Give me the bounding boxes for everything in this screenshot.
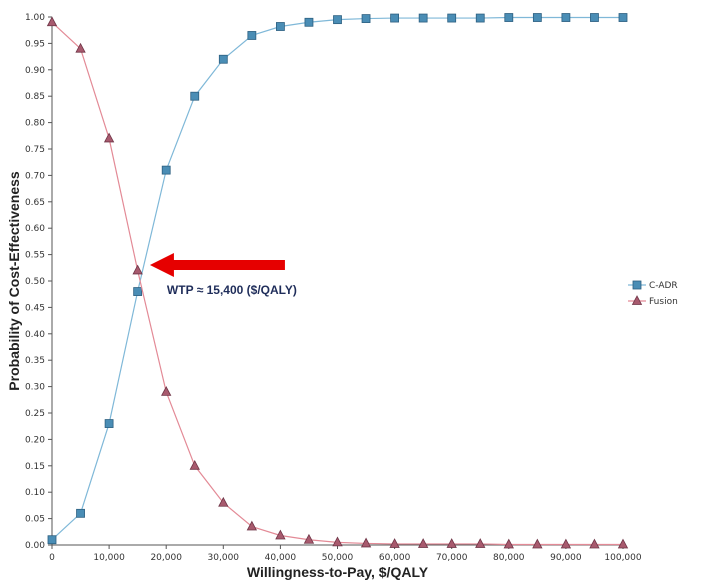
series-layer xyxy=(46,13,629,549)
data-point-c-adr xyxy=(333,15,342,25)
x-tick-label: 100,000 xyxy=(604,553,641,563)
legend: C-ADR Fusion xyxy=(628,280,678,307)
x-axis-ticks: 0 10,000 20,000 30,000 40,000 50,000 60,000 70,… xyxy=(49,545,642,563)
data-point-c-adr xyxy=(504,13,514,22)
legend-label-c-adr: C-ADR xyxy=(649,281,678,291)
data-point-c-adr xyxy=(76,508,85,518)
x-axis-title: Willingness-to-Pay, $/QALY xyxy=(247,564,429,580)
data-point-c-adr xyxy=(104,419,114,428)
y-tick-label: 0.45 xyxy=(25,303,45,313)
data-point-fusion xyxy=(532,538,543,549)
data-point-c-adr xyxy=(47,535,57,545)
data-point-fusion xyxy=(275,529,286,540)
y-tick-label: 0.95 xyxy=(25,39,45,49)
data-point-c-adr xyxy=(361,14,371,23)
data-point-fusion xyxy=(389,538,400,548)
data-point-fusion xyxy=(589,538,600,549)
data-point-fusion xyxy=(503,538,514,549)
y-tick-label: 0.70 xyxy=(25,171,45,181)
y-tick-label: 0.35 xyxy=(25,356,45,366)
wtp-annotation: WTP ≈ 15,400 ($/QALY) xyxy=(149,253,297,297)
data-point-fusion xyxy=(332,536,343,547)
data-point-c-adr xyxy=(418,13,428,23)
data-point-c-adr xyxy=(618,13,628,22)
data-point-c-adr xyxy=(133,287,143,296)
data-point-fusion xyxy=(475,538,486,548)
y-tick-label: 0.20 xyxy=(25,435,45,445)
data-point-fusion xyxy=(132,264,143,275)
annotation-arrow xyxy=(149,253,285,277)
data-point-fusion xyxy=(417,538,429,548)
data-point-fusion xyxy=(617,538,629,549)
y-tick-label: 0.00 xyxy=(25,541,45,551)
series-line-fusion xyxy=(51,21,623,546)
y-tick-label: 0.65 xyxy=(25,198,45,208)
x-tick-label: 60,000 xyxy=(379,553,411,563)
data-point-fusion xyxy=(560,538,572,549)
data-point-c-adr xyxy=(247,31,257,40)
y-tick-label: 0.15 xyxy=(25,462,45,472)
data-point-c-adr xyxy=(532,13,542,22)
x-tick-label: 40,000 xyxy=(265,553,297,563)
y-tick-label: 0.55 xyxy=(25,251,45,261)
data-point-c-adr xyxy=(447,13,457,23)
y-tick-label: 0.50 xyxy=(25,277,45,287)
y-tick-label: 0.30 xyxy=(25,383,45,393)
data-point-c-adr xyxy=(190,91,200,101)
data-point-c-adr xyxy=(161,165,171,175)
x-tick-label: 10,000 xyxy=(93,553,125,563)
x-tick-label: 20,000 xyxy=(150,553,182,563)
data-point-fusion xyxy=(246,520,258,531)
data-point-fusion xyxy=(360,537,372,548)
data-point-c-adr xyxy=(218,54,228,64)
x-tick-label: 80,000 xyxy=(493,553,525,563)
x-tick-label: 50,000 xyxy=(322,553,354,563)
y-tick-label: 0.80 xyxy=(25,119,45,129)
plot-area: 0.00 0.05 0.10 0.15 0.20 0.25 0.30 0.35 0.40 0.45… xyxy=(25,13,642,563)
y-tick-label: 0.05 xyxy=(25,515,45,525)
x-tick-label: 90,000 xyxy=(550,553,582,563)
y-axis-ticks: 0.00 0.05 0.10 0.15 0.20 0.25 0.30 0.35 0.40 0.45… xyxy=(25,13,52,551)
data-point-fusion xyxy=(75,42,86,53)
y-tick-label: 0.90 xyxy=(25,66,45,76)
data-point-fusion xyxy=(446,538,457,548)
data-point-fusion xyxy=(303,533,315,544)
legend-marker-c-adr xyxy=(632,280,642,290)
y-tick-label: 0.40 xyxy=(25,330,45,340)
x-tick-label: 30,000 xyxy=(208,553,240,563)
x-tick-label: 0 xyxy=(49,553,55,563)
y-tick-label: 0.10 xyxy=(25,488,45,498)
data-point-c-adr xyxy=(390,13,400,23)
y-tick-label: 0.75 xyxy=(25,145,45,155)
y-tick-label: 0.25 xyxy=(25,409,45,419)
data-point-c-adr xyxy=(561,13,571,22)
series-line-c-adr xyxy=(51,16,623,541)
data-point-c-adr xyxy=(275,22,285,31)
y-tick-label: 1.00 xyxy=(25,13,45,23)
data-point-fusion xyxy=(189,459,200,470)
x-tick-label: 70,000 xyxy=(436,553,468,563)
data-point-fusion xyxy=(46,16,58,27)
y-tick-label: 0.60 xyxy=(25,224,45,234)
data-point-c-adr xyxy=(590,13,599,22)
y-tick-label: 0.85 xyxy=(25,92,45,102)
y-axis-title: Probability of Cost-Effectiveness xyxy=(6,171,22,391)
data-point-c-adr xyxy=(304,17,314,27)
data-point-fusion xyxy=(161,386,172,396)
legend-marker-fusion xyxy=(631,295,643,305)
annotation-text: WTP ≈ 15,400 ($/QALY) xyxy=(167,283,297,297)
data-point-c-adr xyxy=(475,13,485,23)
data-point-fusion xyxy=(218,496,229,507)
data-point-fusion xyxy=(103,132,115,143)
legend-label-fusion: Fusion xyxy=(649,297,678,307)
